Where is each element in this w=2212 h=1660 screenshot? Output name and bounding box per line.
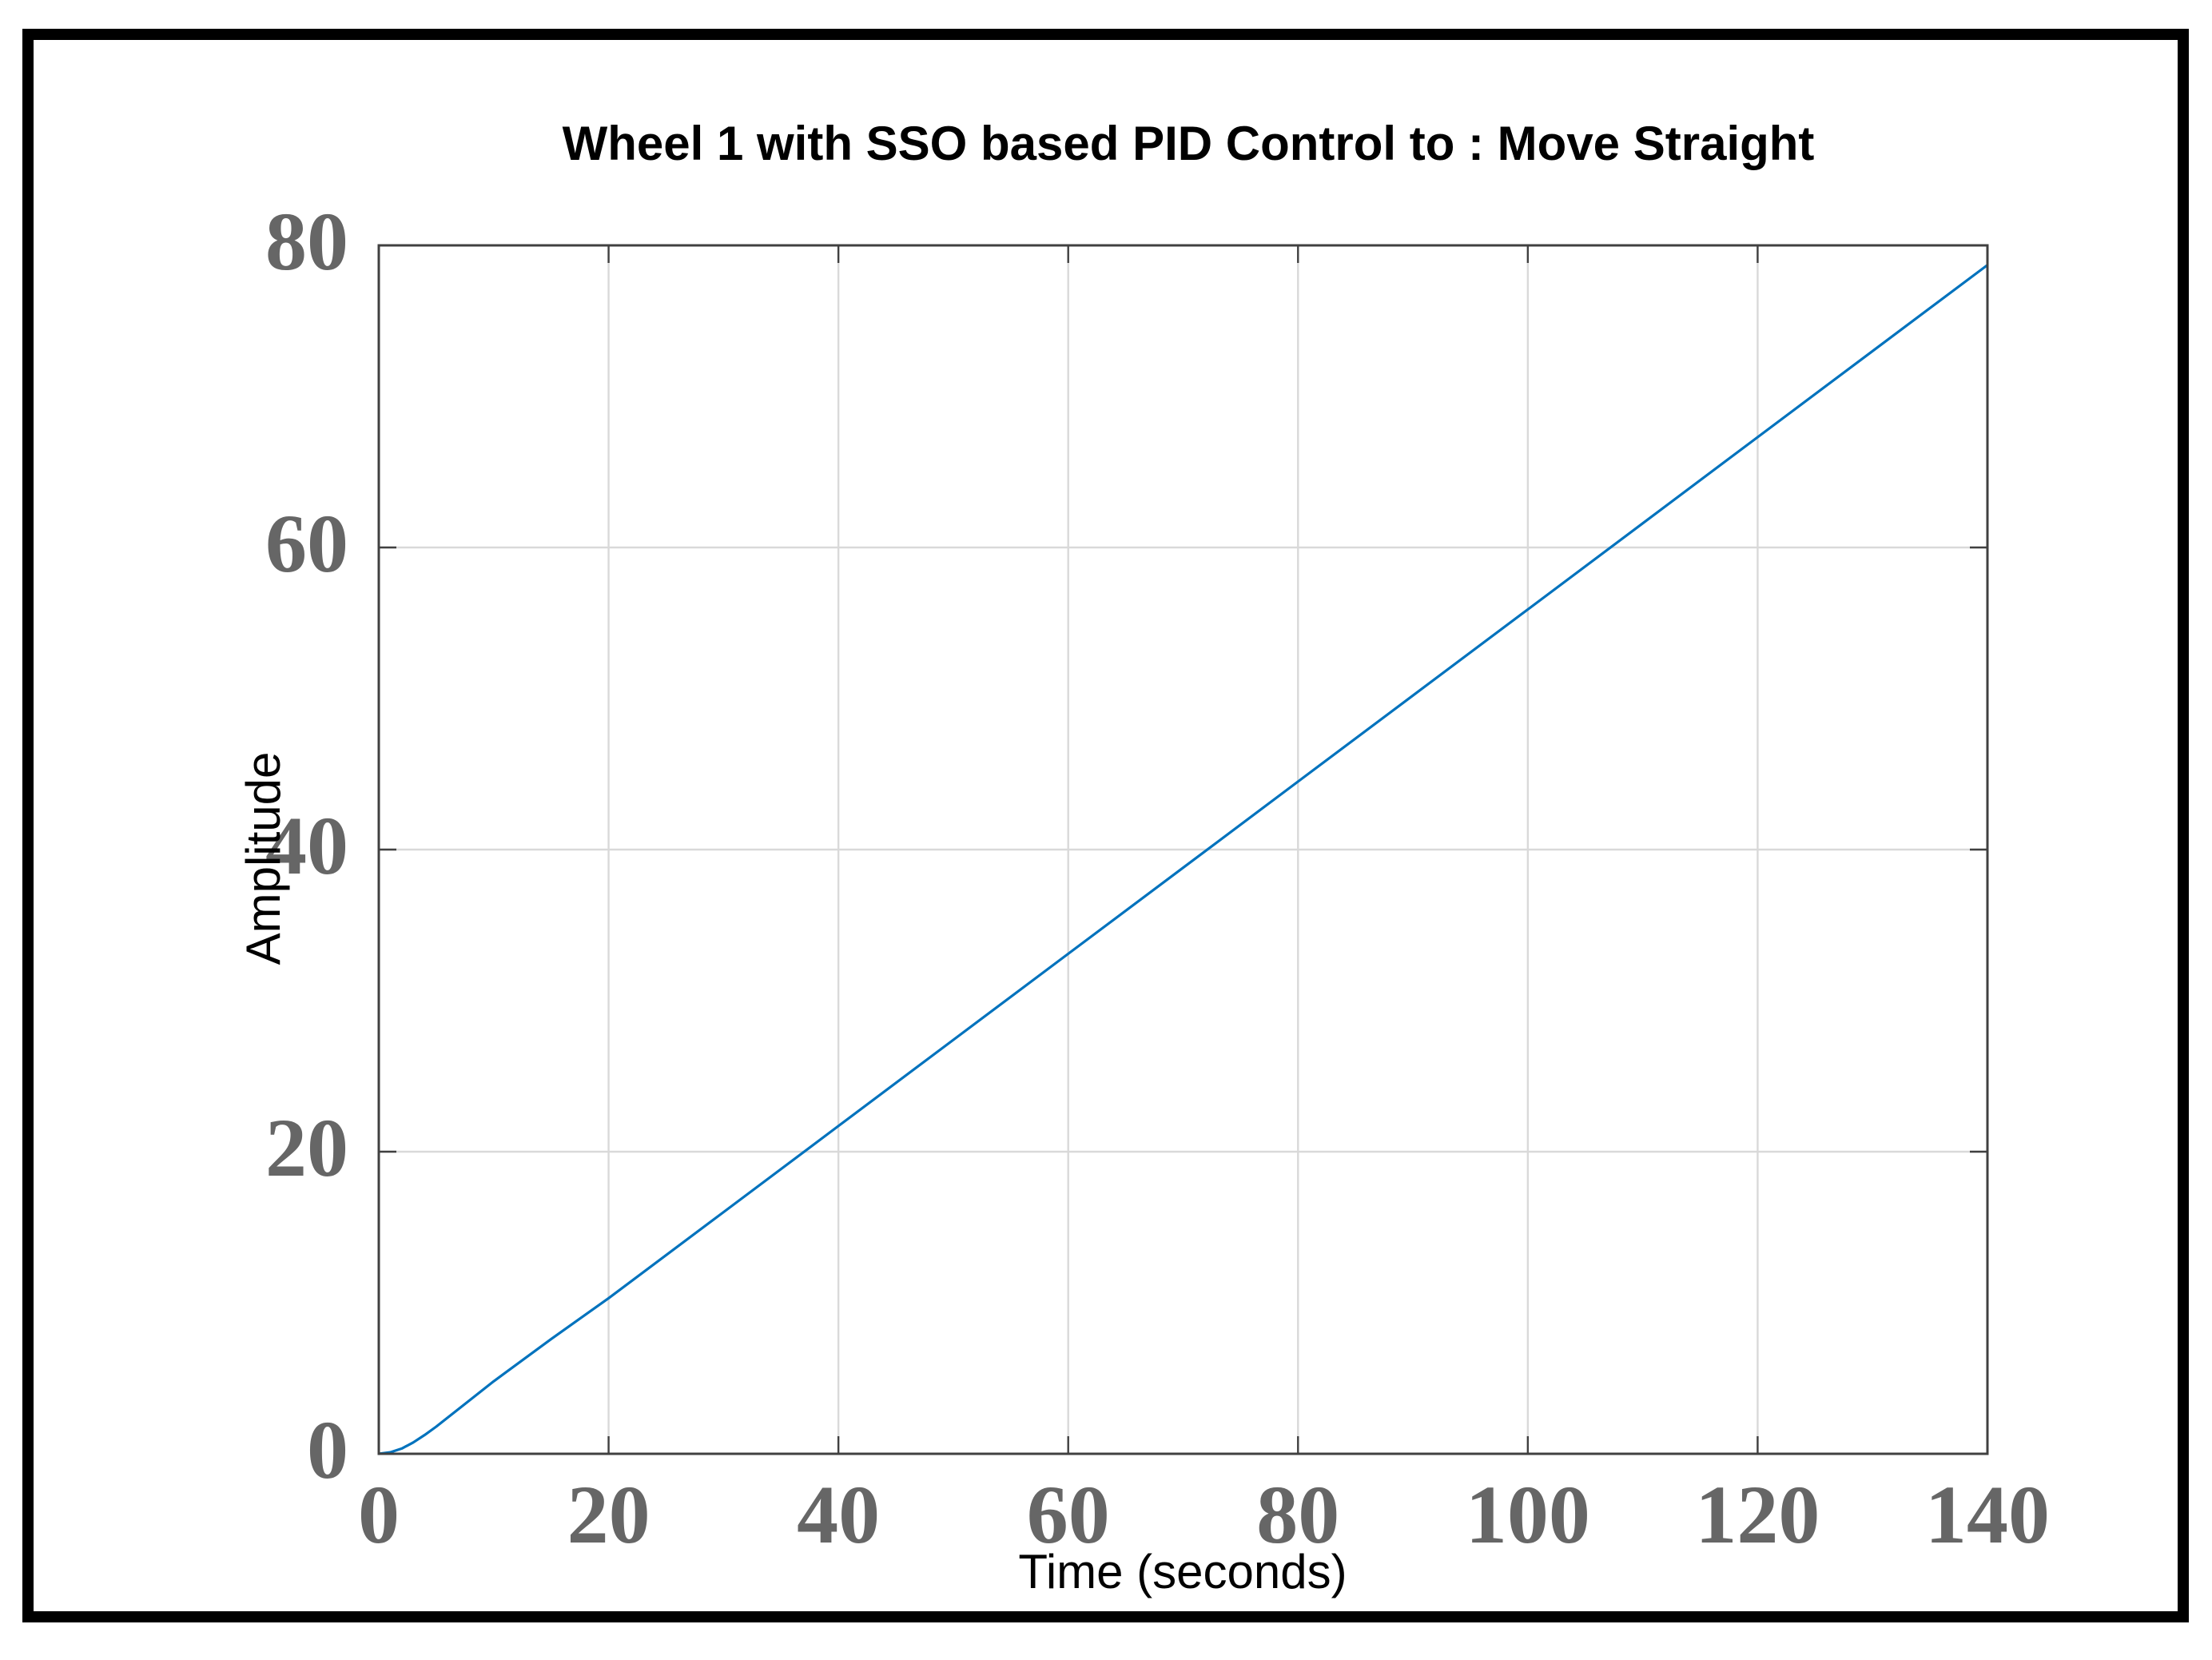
x-tick-label: 140 bbox=[1925, 1469, 2050, 1561]
figure-frame: 0 20 40 60 80 100 120 140 0 20 40 60 80 Wheel 1 wit… bbox=[22, 29, 2189, 1622]
y-tick-label: 80 bbox=[265, 196, 348, 288]
x-tick-labels: 0 20 40 60 80 100 120 140 bbox=[358, 1469, 2050, 1561]
grid bbox=[379, 245, 1987, 1454]
x-tick-label: 120 bbox=[1695, 1469, 1820, 1561]
x-tick-label: 100 bbox=[1466, 1469, 1590, 1561]
y-tick-label: 40 bbox=[265, 800, 348, 892]
y-tick-labels: 0 20 40 60 80 bbox=[265, 196, 348, 1496]
x-tick-label: 40 bbox=[797, 1469, 880, 1561]
chart-title: Wheel 1 with SSO based PID Control to : … bbox=[563, 117, 1815, 170]
x-tick-label: 0 bbox=[358, 1469, 400, 1561]
plot-area bbox=[377, 244, 1989, 1455]
y-axis-label: Amplitude bbox=[237, 752, 290, 965]
y-tick-label: 20 bbox=[265, 1102, 348, 1194]
y-tick-label: 0 bbox=[307, 1404, 348, 1496]
chart: 0 20 40 60 80 100 120 140 0 20 40 60 80 Wheel 1 wit… bbox=[237, 117, 2050, 1598]
series-line bbox=[378, 264, 1988, 1455]
x-tick-label: 20 bbox=[567, 1469, 650, 1561]
x-tick-label: 60 bbox=[1027, 1469, 1110, 1561]
x-tick-label: 80 bbox=[1256, 1469, 1339, 1561]
x-axis-label: Time (seconds) bbox=[1018, 1545, 1347, 1598]
y-tick-label: 60 bbox=[265, 498, 348, 590]
